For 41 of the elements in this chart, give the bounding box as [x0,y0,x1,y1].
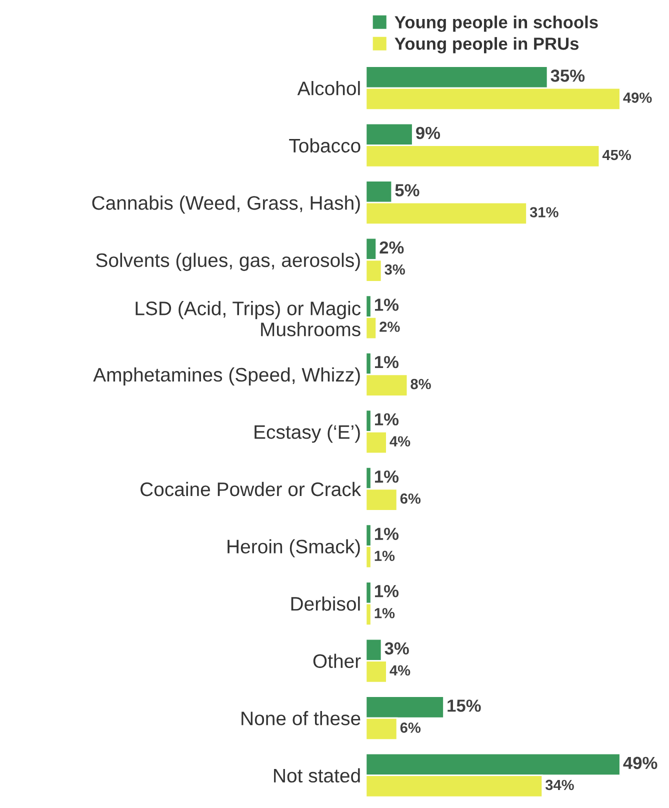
y-tick-label: LSD (Acid, Trips) or Magic Mushrooms [136,301,361,336]
y-tick-label: Amphetamines (Speed, Whizz) [93,367,360,386]
data-label: 9% [416,126,440,140]
y-tick-label: Tobacco [289,138,360,153]
data-label: 8% [410,378,431,390]
data-label: 49% [623,92,652,103]
y-tick-label: Derbisol [291,596,360,611]
data-label: 1% [374,608,395,618]
data-label: 1% [375,470,399,483]
y-tick-label: Ecstasy (‘E’) [254,424,360,443]
data-label: 45% [602,150,631,160]
y-tick-label: Other [313,654,361,668]
legend-label: Young people in PRUs [394,37,579,54]
data-label: 1% [374,550,395,562]
y-tick-label: Cocaine Powder or Crack [140,482,362,496]
data-label: 34% [545,780,574,790]
data-label: 4% [390,436,410,446]
data-label: 4% [390,665,410,676]
y-tick-label: Cannabis (Weed, Grass, Hash) [92,196,360,214]
legend-label: Young people in schools [394,16,598,32]
data-label: 6% [400,493,421,504]
data-label: 5% [395,184,420,196]
data-label: 1% [375,585,399,598]
data-label: 1% [375,413,399,426]
data-label: 3% [384,264,405,275]
data-label: 49% [623,756,658,770]
data-label: 2% [380,241,404,254]
data-label: 15% [448,700,481,712]
y-tick-label: Alcohol [297,81,360,96]
data-label: 6% [400,722,421,733]
data-label: 1% [375,298,399,311]
y-tick-label: None of these [242,711,360,726]
y-tick-label: Solvents (glues, gas, aerosols) [96,252,360,271]
data-label: 35% [550,70,585,82]
data-label: 3% [384,642,409,655]
data-label: 1% [375,356,399,368]
data-label: 31% [530,207,558,218]
y-tick-label: Heroin (Smack) [228,539,360,558]
y-tick-label: Not stated [274,768,360,783]
data-label: 2% [380,322,400,332]
data-label: 1% [375,528,399,540]
